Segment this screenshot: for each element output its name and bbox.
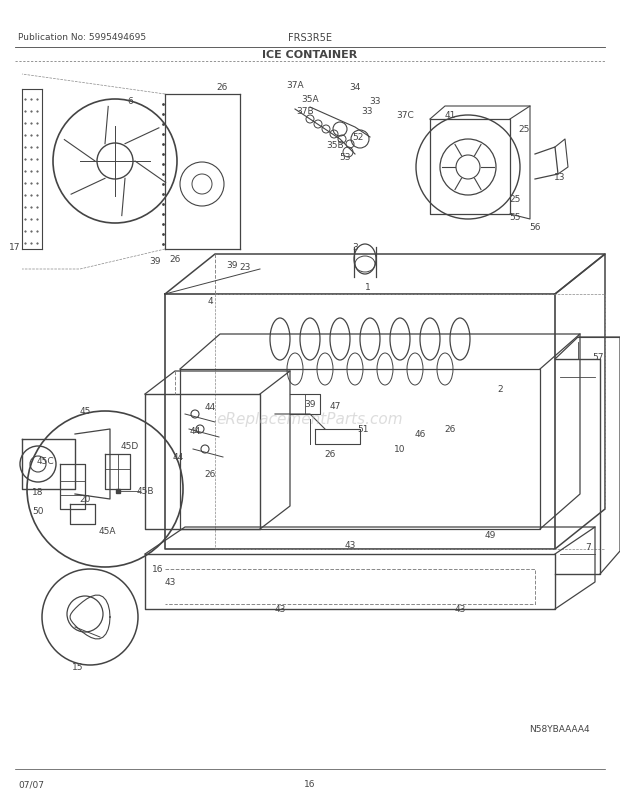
Text: 45A: 45A bbox=[98, 527, 116, 536]
Text: 37A: 37A bbox=[286, 80, 304, 89]
Text: N58YBAAAA4: N58YBAAAA4 bbox=[529, 724, 590, 734]
Text: 44: 44 bbox=[205, 403, 216, 412]
Text: 46: 46 bbox=[414, 430, 426, 439]
Text: 57: 57 bbox=[592, 353, 604, 362]
Text: 44: 44 bbox=[172, 453, 184, 462]
Text: 33: 33 bbox=[370, 97, 381, 107]
Text: 07/07: 07/07 bbox=[18, 780, 44, 788]
Text: 26: 26 bbox=[205, 470, 216, 479]
Text: 20: 20 bbox=[79, 495, 91, 504]
Text: 35B: 35B bbox=[326, 140, 344, 149]
Text: 1: 1 bbox=[365, 283, 371, 292]
Text: 2: 2 bbox=[497, 385, 503, 394]
Text: 35A: 35A bbox=[301, 95, 319, 104]
Text: 45C: 45C bbox=[36, 457, 54, 466]
Text: 3: 3 bbox=[352, 243, 358, 252]
Text: 41: 41 bbox=[445, 111, 456, 119]
Text: 26: 26 bbox=[445, 425, 456, 434]
Text: 45: 45 bbox=[79, 407, 91, 416]
Text: 16: 16 bbox=[304, 780, 316, 788]
Text: 13: 13 bbox=[554, 173, 565, 182]
Text: 26: 26 bbox=[216, 83, 228, 92]
Text: 45B: 45B bbox=[136, 487, 154, 496]
Text: 33: 33 bbox=[361, 107, 373, 116]
Text: 39: 39 bbox=[304, 400, 316, 409]
Text: 10: 10 bbox=[394, 445, 405, 454]
Text: 39: 39 bbox=[149, 257, 161, 266]
Text: eReplacementParts.com: eReplacementParts.com bbox=[216, 412, 404, 427]
Text: 52: 52 bbox=[352, 133, 364, 142]
Text: 23: 23 bbox=[239, 263, 250, 272]
Text: Publication No: 5995494695: Publication No: 5995494695 bbox=[18, 34, 146, 43]
Text: 4: 4 bbox=[207, 297, 213, 306]
Text: 16: 16 bbox=[153, 565, 164, 573]
Text: 25: 25 bbox=[509, 195, 521, 205]
Text: 43: 43 bbox=[344, 540, 356, 549]
Text: 39: 39 bbox=[226, 260, 237, 269]
Text: 49: 49 bbox=[484, 530, 495, 539]
Text: 26: 26 bbox=[169, 255, 180, 264]
Text: ICE CONTAINER: ICE CONTAINER bbox=[262, 50, 358, 60]
Text: 43: 43 bbox=[164, 577, 175, 587]
Text: 56: 56 bbox=[529, 223, 541, 233]
Text: 44: 44 bbox=[189, 427, 201, 436]
Text: FRS3R5E: FRS3R5E bbox=[288, 33, 332, 43]
Text: 26: 26 bbox=[324, 450, 335, 459]
Text: 6: 6 bbox=[127, 97, 133, 107]
Text: 15: 15 bbox=[73, 662, 84, 671]
Text: 43: 43 bbox=[454, 605, 466, 614]
Text: 37B: 37B bbox=[296, 107, 314, 116]
Text: 55: 55 bbox=[509, 213, 521, 222]
Text: 51: 51 bbox=[357, 425, 369, 434]
Text: 25: 25 bbox=[518, 125, 529, 134]
Text: 37C: 37C bbox=[396, 111, 414, 119]
Text: 7: 7 bbox=[585, 543, 591, 552]
Text: 34: 34 bbox=[349, 83, 361, 92]
Text: 18: 18 bbox=[32, 488, 44, 497]
Text: 53: 53 bbox=[339, 153, 351, 162]
Text: 47: 47 bbox=[329, 402, 340, 411]
Text: 45D: 45D bbox=[121, 442, 139, 451]
Text: 43: 43 bbox=[274, 605, 286, 614]
Text: 17: 17 bbox=[9, 243, 20, 252]
Text: 50: 50 bbox=[32, 507, 44, 516]
